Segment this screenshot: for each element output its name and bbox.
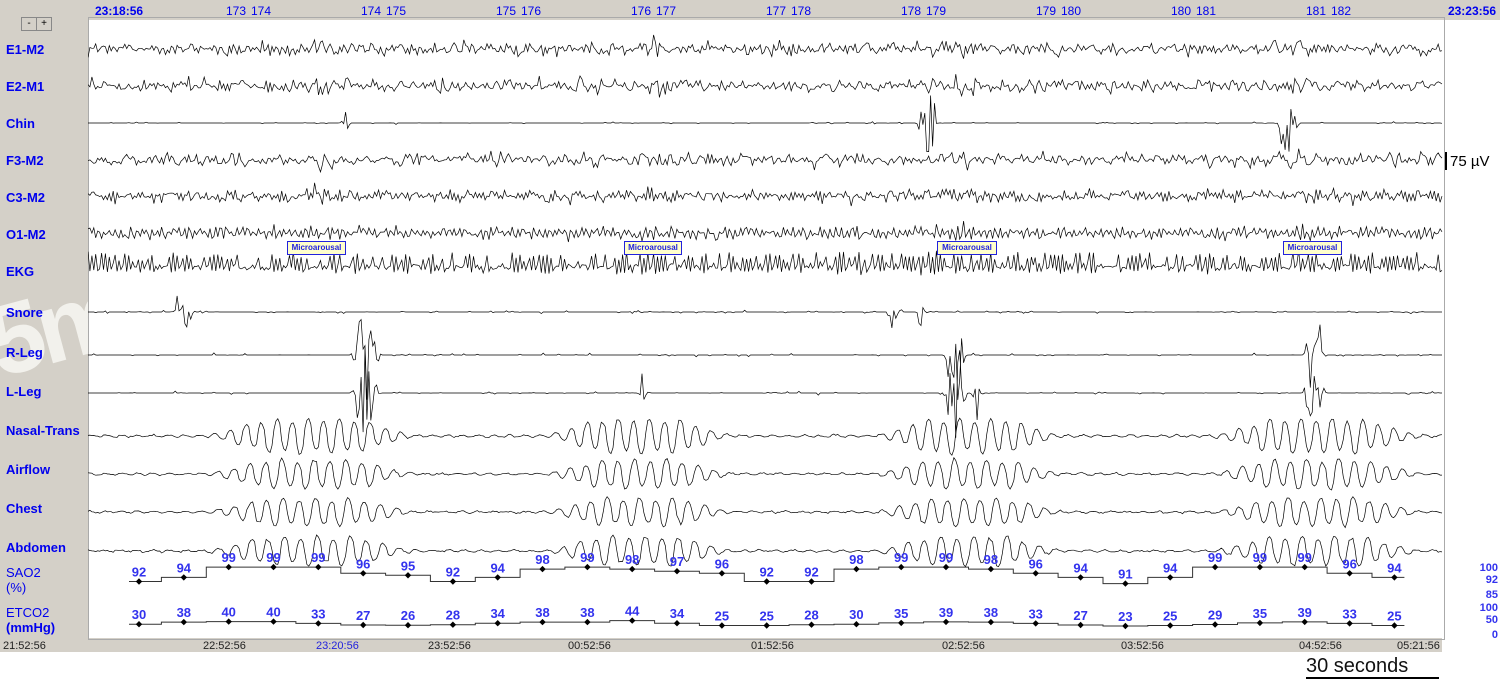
- svg-text:95: 95: [401, 558, 415, 573]
- svg-text:27: 27: [356, 608, 370, 623]
- svg-text:38: 38: [580, 605, 594, 620]
- svg-text:27: 27: [1073, 608, 1087, 623]
- svg-text:92: 92: [132, 565, 146, 580]
- svg-text:96: 96: [1342, 556, 1356, 571]
- svg-text:34: 34: [490, 606, 505, 621]
- svg-text:99: 99: [894, 550, 908, 565]
- svg-text:99: 99: [221, 550, 235, 565]
- svg-text:33: 33: [311, 606, 325, 621]
- svg-text:99: 99: [266, 550, 280, 565]
- svg-text:25: 25: [1163, 609, 1177, 624]
- svg-text:23: 23: [1118, 609, 1132, 624]
- svg-text:40: 40: [266, 605, 280, 620]
- svg-text:25: 25: [1387, 609, 1401, 624]
- svg-text:92: 92: [446, 565, 460, 580]
- svg-text:97: 97: [670, 554, 684, 569]
- svg-text:26: 26: [401, 608, 415, 623]
- svg-text:99: 99: [311, 550, 325, 565]
- svg-text:39: 39: [1297, 605, 1311, 620]
- svg-text:96: 96: [715, 556, 729, 571]
- svg-text:34: 34: [670, 606, 685, 621]
- svg-text:99: 99: [1253, 550, 1267, 565]
- svg-text:94: 94: [177, 560, 192, 575]
- svg-text:99: 99: [1297, 550, 1311, 565]
- svg-text:38: 38: [177, 605, 191, 620]
- svg-text:98: 98: [535, 552, 549, 567]
- svg-text:98: 98: [849, 552, 863, 567]
- svg-text:38: 38: [535, 605, 549, 620]
- svg-text:30: 30: [132, 607, 146, 622]
- svg-text:39: 39: [939, 605, 953, 620]
- svg-text:94: 94: [1163, 560, 1178, 575]
- svg-text:96: 96: [1028, 556, 1042, 571]
- svg-text:98: 98: [984, 552, 998, 567]
- svg-text:40: 40: [221, 605, 235, 620]
- svg-text:35: 35: [1253, 606, 1267, 621]
- svg-text:99: 99: [939, 550, 953, 565]
- svg-text:33: 33: [1342, 606, 1356, 621]
- svg-text:99: 99: [580, 550, 594, 565]
- svg-text:94: 94: [1387, 560, 1402, 575]
- svg-text:25: 25: [759, 609, 773, 624]
- svg-text:29: 29: [1208, 608, 1222, 623]
- svg-text:91: 91: [1118, 567, 1132, 582]
- svg-text:28: 28: [804, 608, 818, 623]
- svg-text:38: 38: [984, 605, 998, 620]
- svg-text:92: 92: [804, 565, 818, 580]
- svg-text:99: 99: [1208, 550, 1222, 565]
- svg-text:98: 98: [625, 552, 639, 567]
- svg-text:28: 28: [446, 608, 460, 623]
- svg-text:35: 35: [894, 606, 908, 621]
- svg-text:92: 92: [759, 565, 773, 580]
- svg-text:25: 25: [715, 609, 729, 624]
- svg-text:94: 94: [1073, 560, 1088, 575]
- svg-text:96: 96: [356, 556, 370, 571]
- svg-text:33: 33: [1028, 606, 1042, 621]
- svg-text:44: 44: [625, 604, 640, 619]
- svg-text:94: 94: [490, 560, 505, 575]
- svg-text:30: 30: [849, 607, 863, 622]
